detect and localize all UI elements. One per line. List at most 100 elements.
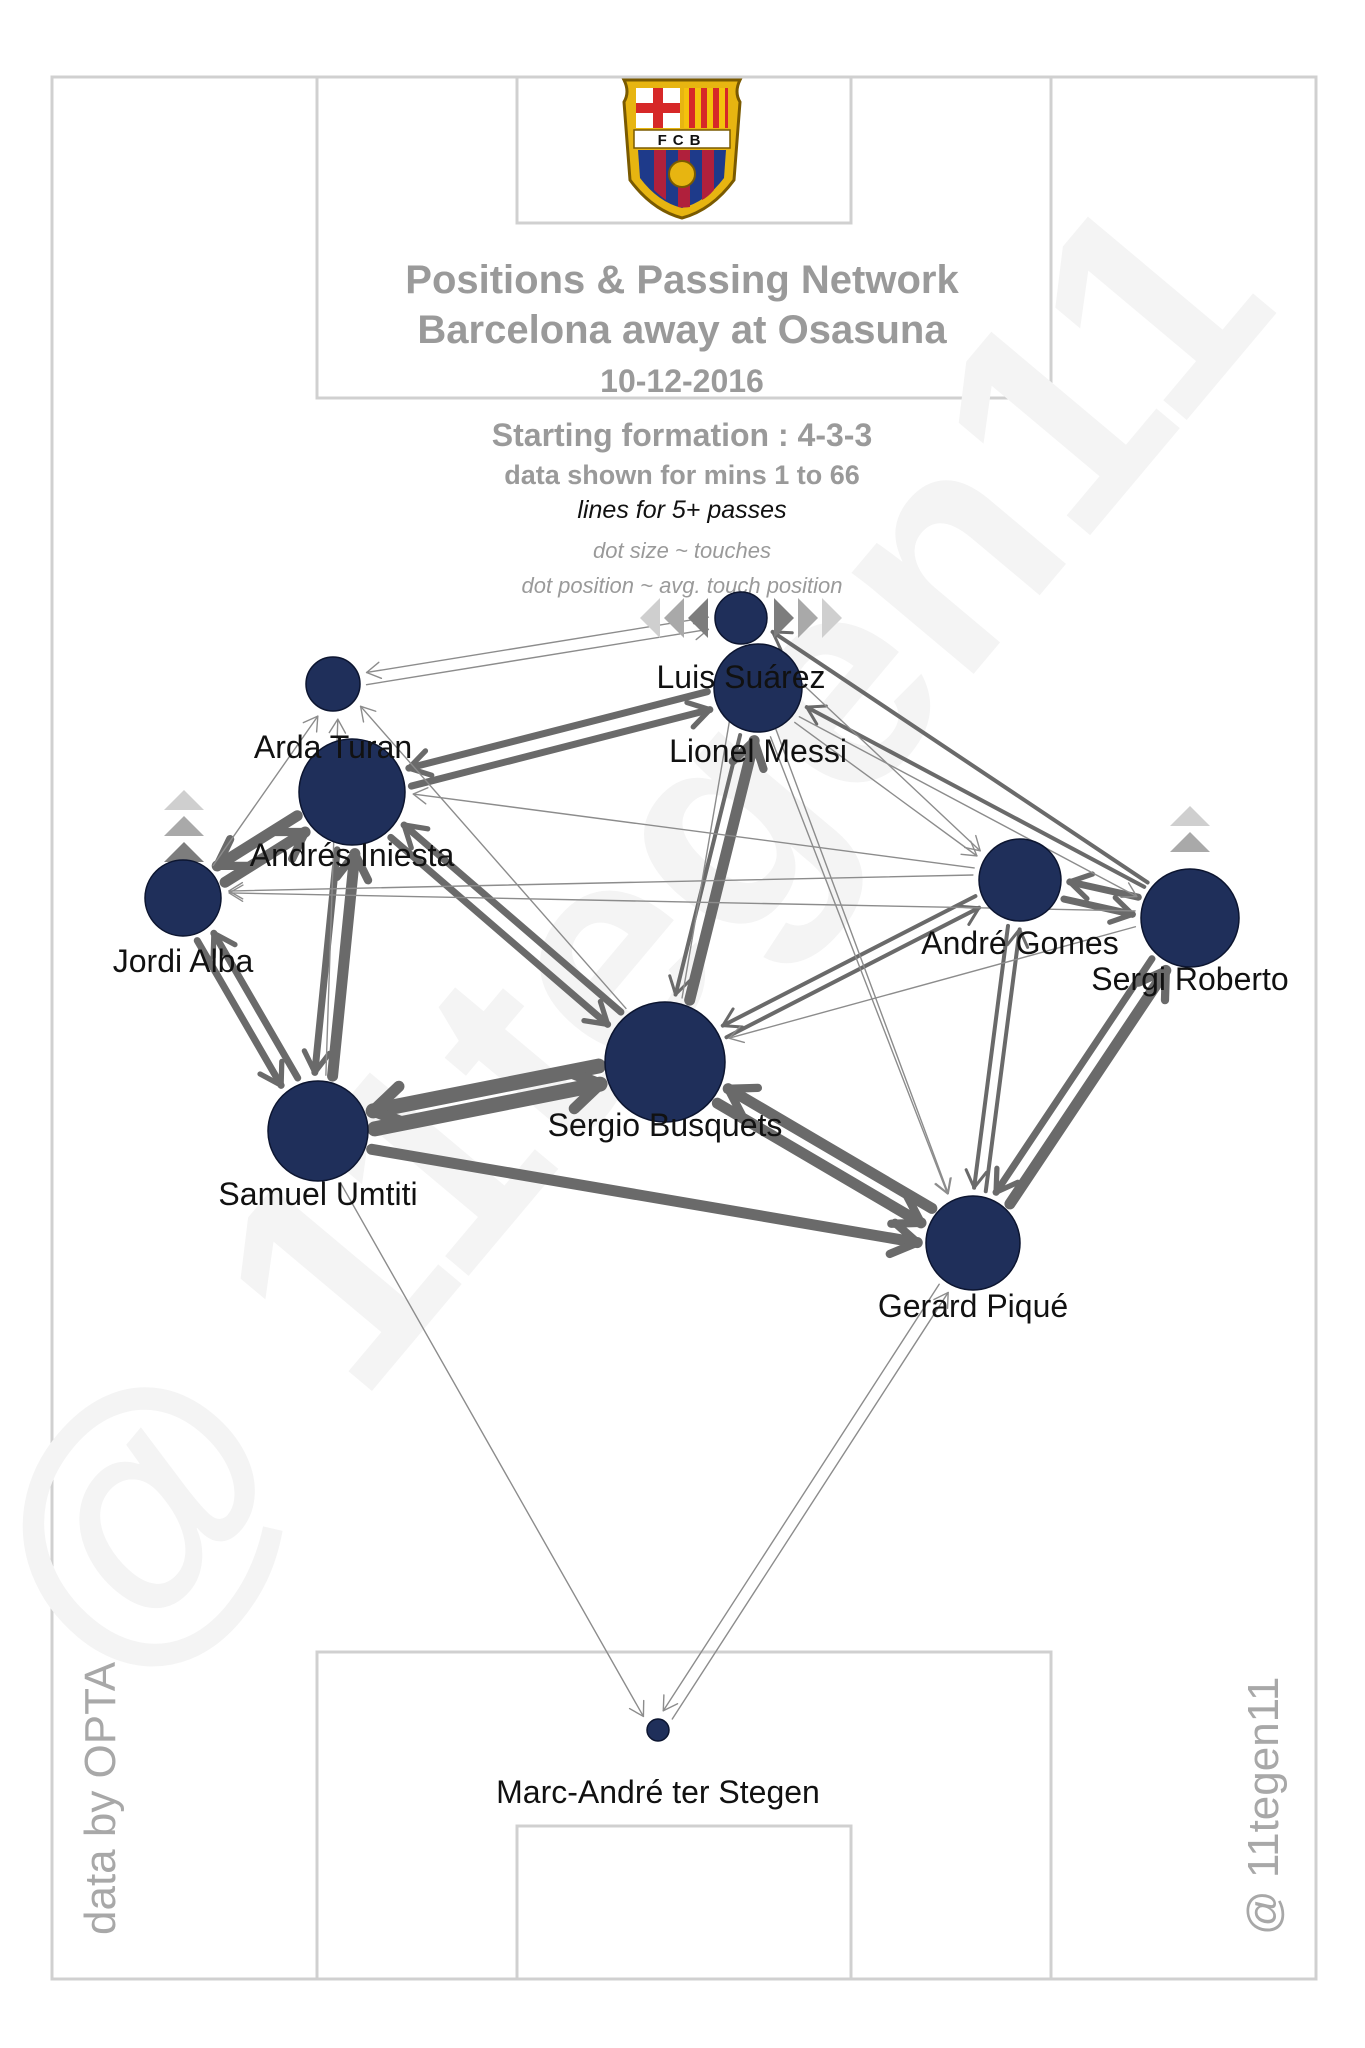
player-node-iniesta <box>298 738 406 846</box>
player-node-messi <box>713 643 803 733</box>
match-date: 10-12-2016 <box>600 363 764 399</box>
pass-line-gomes-to-iniesta <box>412 787 975 869</box>
pass-line-suarez-to-pique <box>745 649 952 1195</box>
pass-line-stroke <box>311 846 341 1076</box>
pass-arrowhead <box>721 1007 744 1029</box>
data-source-credit: data by OPTA <box>76 1661 125 1935</box>
player-label-turan: Arda Turan <box>254 729 412 765</box>
player-labels: Luis Suárez Lionel Messi Arda Turan Andrés … <box>113 659 1289 1810</box>
player-nodes <box>144 591 1240 1742</box>
pass-line-pique-to-gomes <box>983 927 1030 1194</box>
player-node-terstegen <box>646 1718 670 1742</box>
pass-arrowhead <box>581 998 611 1028</box>
pass-line-busquets-to-turan <box>359 705 627 1010</box>
pass-line-gomes-to-alba <box>228 874 974 900</box>
pass-line-umtiti-to-alba <box>210 929 302 1082</box>
pass-line-stroke <box>972 923 1011 1190</box>
pass-arrowhead <box>401 822 431 851</box>
pass-line-stroke <box>407 706 714 790</box>
pass-arrowhead <box>993 1165 1021 1195</box>
chevron-right-icon <box>798 598 818 638</box>
pass-line-iniesta-to-umtiti <box>301 846 341 1076</box>
pass-line-stroke <box>1060 895 1136 918</box>
player-node-suarez <box>714 591 768 645</box>
pass-line-terstegen-to-pique <box>671 1291 949 1720</box>
pass-line-stroke <box>367 1076 608 1137</box>
pass-line-gomes-to-pique <box>964 923 1011 1190</box>
pass-line-roberto-to-suarez <box>770 629 1150 885</box>
pass-line-stroke <box>684 735 760 1006</box>
pass-arrowhead <box>301 1048 333 1076</box>
player-node-busquets <box>604 1001 726 1123</box>
pass-arrowhead <box>885 1218 922 1259</box>
pass-line-roberto-to-busquets <box>728 926 1137 1044</box>
pass-line-stroke <box>804 705 1147 889</box>
pass-line-stroke <box>219 826 311 888</box>
chevron-left-icon <box>664 598 684 638</box>
pass-arrowhead <box>684 699 713 730</box>
player-node-turan <box>305 656 361 712</box>
pass-line-stroke <box>400 821 625 1016</box>
pass-arrowhead <box>406 748 435 778</box>
pass-arrowhead <box>1067 871 1096 902</box>
pass-arrowhead <box>210 930 238 960</box>
pass-line-stroke <box>366 1143 923 1249</box>
chevron-left-icon <box>688 598 708 638</box>
pass-line-stroke <box>662 1283 940 1712</box>
pass-line-roberto-to-messi <box>804 704 1147 889</box>
pass-line-stroke <box>1004 964 1172 1210</box>
fcb-crest: FCB <box>621 78 743 220</box>
pass-line-stroke <box>193 937 285 1089</box>
pass-line-umtiti-to-iniesta <box>327 848 373 1082</box>
pass-line-stroke <box>365 1058 607 1119</box>
pass-line-umtiti-to-terstegen <box>339 1181 645 1718</box>
pass-arrowhead <box>963 834 981 852</box>
pass-line-busquets-to-messi <box>684 735 768 1006</box>
pass-line-alba-to-turan <box>212 715 319 867</box>
pass-lines <box>193 616 1172 1720</box>
crest-letters: FCB <box>658 132 707 149</box>
player-label-umtiti: Samuel Umtiti <box>218 1176 417 1212</box>
player-label-gomes: André Gomes <box>921 925 1118 961</box>
pass-arrowhead <box>960 840 978 857</box>
pass-line-stroke <box>228 892 1136 912</box>
crest-band <box>633 129 731 149</box>
pass-arrowhead <box>561 1065 606 1115</box>
pass-line-roberto-to-alba <box>228 884 1136 912</box>
pass-arrowhead <box>228 884 244 903</box>
player-label-terstegen: Marc-André ter Stegen <box>496 1774 820 1810</box>
pass-arrowhead <box>728 736 768 774</box>
pass-arrowhead <box>1005 927 1030 949</box>
pass-arrowhead <box>328 718 347 734</box>
pass-line-stroke <box>359 705 627 1010</box>
pass-line-stroke <box>1066 878 1142 901</box>
player-label-iniesta: Andrés Iniesta <box>250 837 455 873</box>
pass-line-messi-to-pique <box>769 736 951 1195</box>
pass-arrowhead <box>628 1699 645 1718</box>
pass-line-pique-to-roberto <box>1004 964 1172 1210</box>
chevron-up-icon <box>1170 806 1210 826</box>
pass-line-stroke <box>983 927 1022 1194</box>
chevron-left-icon <box>640 598 660 638</box>
pass-line-alba-to-iniesta <box>219 826 311 888</box>
pass-line-iniesta-to-messi <box>407 699 714 790</box>
pass-line-stroke <box>794 721 978 857</box>
pass-line-busquets-to-iniesta <box>400 821 625 1016</box>
pass-line-stroke <box>745 649 949 1195</box>
pass-line-stroke <box>728 926 1137 1039</box>
pass-arrowhead <box>935 1177 952 1195</box>
pass-line-umtiti-to-pique <box>366 1143 923 1259</box>
pass-line-messi-to-gomes <box>794 721 978 857</box>
crest-ball <box>668 160 696 188</box>
chevron-up-icon <box>164 842 204 862</box>
pass-arrowhead <box>805 704 828 726</box>
player-label-busquets: Sergio Busquets <box>548 1107 783 1143</box>
pass-arrowhead <box>1120 882 1138 898</box>
pass-line-stroke <box>992 955 1156 1196</box>
pass-line-gomes-to-roberto <box>1060 894 1136 925</box>
chart-title-line1: Positions & Passing Network <box>405 258 959 302</box>
pass-arrowhead <box>332 849 373 885</box>
pass-line-roberto-to-gomes <box>1066 871 1142 902</box>
pass-arrowhead <box>302 715 319 733</box>
